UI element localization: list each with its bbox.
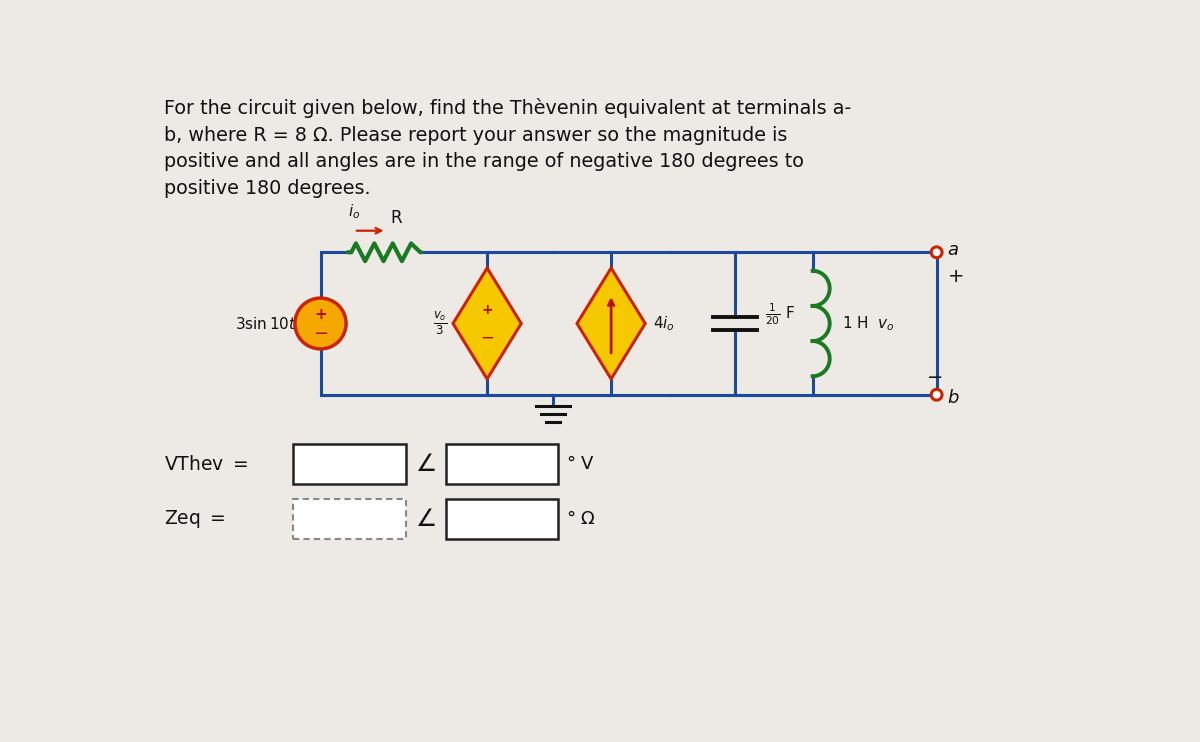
FancyBboxPatch shape (446, 499, 558, 539)
Text: $\angle$: $\angle$ (415, 452, 436, 476)
Text: −: − (926, 368, 943, 387)
Circle shape (295, 298, 346, 349)
Text: $°$ V: $°$ V (566, 455, 595, 473)
Text: −: − (480, 329, 494, 347)
Text: +: + (314, 306, 326, 322)
Text: $\angle$: $\angle$ (415, 508, 436, 531)
Text: b: b (948, 389, 959, 407)
Text: a: a (948, 241, 959, 259)
Text: −: − (313, 325, 328, 344)
Circle shape (931, 390, 942, 400)
Polygon shape (454, 268, 521, 379)
Text: VThev $=$: VThev $=$ (164, 455, 248, 473)
Polygon shape (577, 268, 646, 379)
Text: $4i_o$: $4i_o$ (653, 314, 674, 333)
Text: $\frac{1}{20}$ F: $\frac{1}{20}$ F (764, 301, 794, 327)
FancyBboxPatch shape (293, 444, 406, 484)
Circle shape (931, 247, 942, 257)
Text: $3\sin10t$ V: $3\sin10t$ V (235, 315, 311, 332)
FancyBboxPatch shape (293, 499, 406, 539)
Text: $1$ H  $v_o$: $1$ H $v_o$ (842, 314, 895, 333)
Text: $°$ $\Omega$: $°$ $\Omega$ (566, 510, 596, 528)
Text: $i_o$: $i_o$ (348, 203, 360, 221)
Text: Zeq $=$: Zeq $=$ (164, 508, 226, 531)
Text: +: + (481, 303, 493, 317)
Text: R: R (390, 209, 402, 227)
Text: +: + (948, 267, 964, 286)
Text: $\frac{v_o}{3}$: $\frac{v_o}{3}$ (433, 310, 446, 337)
FancyBboxPatch shape (446, 444, 558, 484)
Text: For the circuit given below, find the Thèvenin equivalent at terminals a-
b, whe: For the circuit given below, find the Th… (164, 98, 851, 198)
